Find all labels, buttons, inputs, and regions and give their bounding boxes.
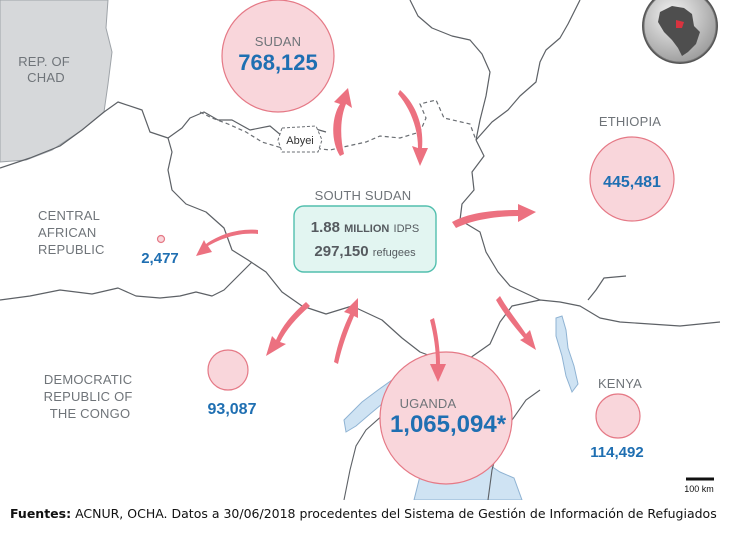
- kenya-circle: [595, 393, 641, 439]
- sudan-circle: [221, 0, 335, 113]
- idps-value: 1.88: [311, 219, 340, 236]
- chad-label: REP. OF CHAD: [18, 54, 74, 85]
- globe-locator: [642, 0, 718, 64]
- south-sudan-label: SOUTH SUDAN: [315, 188, 412, 203]
- idps-million: MILLION: [344, 223, 389, 235]
- arrow-to-car: [196, 229, 258, 256]
- abyei-label: Abyei: [286, 135, 314, 147]
- footer-label: Fuentes:: [10, 506, 72, 521]
- kenya-label: KENYA: [598, 376, 642, 391]
- drc-value: 93,087: [208, 401, 257, 418]
- drc-label: DEMOCRATIC REPUBLIC OF THE CONGO: [44, 372, 137, 421]
- refugees-value: 297,150: [314, 243, 368, 260]
- arrow-from-sudan: [398, 90, 428, 166]
- ethiopia-circle: [589, 136, 675, 222]
- ethiopia-value: 445,481: [603, 174, 661, 191]
- source-footer: Fuentes: ACNUR, OCHA. Datos a 30/06/2018…: [10, 506, 717, 521]
- svg-text:297,150 refugees: 297,150 refugees: [314, 243, 416, 260]
- arrow-to-ethiopia: [452, 204, 536, 228]
- abyei-area: [277, 125, 323, 153]
- uganda-label: UGANDA: [400, 396, 457, 411]
- sudan-label: SUDAN: [255, 34, 302, 49]
- car-value: 2,477: [141, 250, 179, 267]
- kenya-value: 114,492: [590, 444, 643, 461]
- flow-arrows: [196, 88, 536, 382]
- sudan-value: 768,125: [238, 50, 318, 75]
- arrow-to-drc: [266, 302, 310, 356]
- refugees-unit: refugees: [373, 247, 416, 259]
- arrow-from-drc: [334, 298, 358, 364]
- scale-bar: 100 km: [684, 477, 714, 494]
- svg-text:1.88 MILLION IDPS: 1.88 MILLION IDPS: [311, 219, 419, 236]
- uganda-circle: [379, 351, 513, 485]
- arrow-to-sudan: [333, 88, 352, 156]
- uganda-value: 1,065,094*: [390, 411, 507, 438]
- lake-turkana: [555, 315, 579, 394]
- south-sudan-summary-box: 1.88 MILLION IDPS 297,150 refugees: [293, 205, 437, 273]
- refugee-circles: [156, 0, 675, 485]
- arrow-to-uganda: [430, 318, 446, 382]
- scale-bar-label: 100 km: [684, 484, 714, 494]
- drc-circle: [207, 349, 249, 391]
- arrow-to-kenya: [496, 296, 536, 350]
- footer-text: ACNUR, OCHA. Datos a 30/06/2018 proceden…: [71, 506, 717, 521]
- ethiopia-label: ETHIOPIA: [599, 114, 661, 129]
- abyei-border: [199, 99, 477, 151]
- car-label: CENTRAL AFRICAN REPUBLIC: [38, 208, 105, 257]
- idps-unit: IDPS: [394, 223, 420, 235]
- car-circle: [156, 234, 166, 244]
- refugee-flow-map: Abyei: [0, 0, 721, 500]
